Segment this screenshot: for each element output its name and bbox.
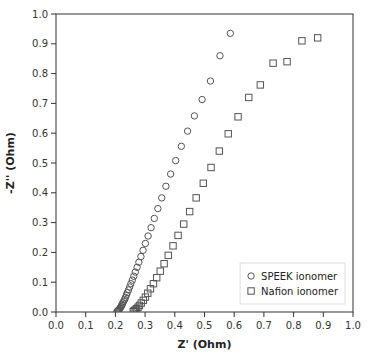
y-tick [51, 222, 56, 223]
x-tick-label: 0.5 [197, 320, 213, 331]
y-tick [51, 73, 56, 74]
point [227, 30, 233, 36]
y-tick-label: 1.0 [32, 9, 48, 20]
point [191, 113, 197, 119]
point [270, 60, 276, 66]
point [284, 58, 290, 64]
y-tick [51, 192, 56, 193]
point [172, 157, 178, 163]
x-tick [85, 312, 86, 317]
y-tick-label: 0.9 [32, 38, 48, 49]
y-tick [51, 103, 56, 104]
x-tick-label: 0.9 [315, 320, 331, 331]
plot-frame [56, 14, 353, 312]
x-axis-label: Z' (Ohm) [178, 338, 232, 351]
point [299, 38, 305, 44]
y-tick-label: 0.8 [32, 68, 48, 79]
y-tick-label: 0.0 [32, 307, 48, 318]
y-axis-label: -Z'' (Ohm) [4, 132, 17, 194]
y-tick-label: 0.1 [32, 277, 48, 288]
point [235, 114, 241, 120]
y-tick [51, 312, 56, 313]
x-tick [115, 312, 116, 317]
x-tick [56, 312, 57, 317]
y-tick [51, 133, 56, 134]
x-tick-label: 0.0 [48, 320, 64, 331]
point [246, 94, 252, 100]
y-tick-label: 0.3 [32, 217, 48, 228]
point [145, 290, 151, 296]
x-tick [204, 312, 205, 317]
x-tick [353, 312, 354, 317]
point [153, 275, 159, 281]
y-tick-label: 0.4 [32, 187, 48, 198]
x-tick [263, 312, 264, 317]
series-0 [114, 30, 234, 312]
point [157, 268, 163, 274]
legend-marker [248, 273, 254, 279]
y-tick [51, 163, 56, 164]
x-tick [293, 312, 294, 317]
point [200, 180, 206, 186]
legend-label: SPEEK ionomer [261, 271, 338, 282]
x-tick-label: 0.4 [167, 320, 183, 331]
point [225, 131, 231, 137]
point [145, 233, 151, 239]
point [140, 247, 146, 253]
point [314, 35, 320, 41]
x-tick [145, 312, 146, 317]
point [129, 277, 135, 283]
point [163, 183, 169, 189]
point [148, 224, 154, 230]
point [181, 221, 187, 227]
y-tick-label: 0.7 [32, 98, 48, 109]
point [138, 253, 144, 259]
x-tick-label: 0.6 [226, 320, 242, 331]
point [142, 240, 148, 246]
x-tick-label: 0.3 [137, 320, 153, 331]
x-tick-label: 0.8 [286, 320, 302, 331]
y-tick [51, 43, 56, 44]
y-tick-label: 0.5 [32, 158, 48, 169]
point [186, 208, 192, 214]
x-tick-label: 0.1 [78, 320, 94, 331]
point [155, 205, 161, 211]
point [142, 294, 148, 300]
point [175, 232, 181, 238]
x-tick-label: 0.2 [107, 320, 123, 331]
point [178, 143, 184, 149]
point [184, 128, 190, 134]
y-tick [51, 252, 56, 253]
point [138, 300, 144, 306]
point [207, 78, 213, 84]
point [170, 243, 176, 249]
point [216, 148, 222, 154]
point [257, 82, 263, 88]
x-tick-label: 1.0 [345, 320, 361, 331]
point [159, 195, 165, 201]
y-tick [51, 282, 56, 283]
y-tick [51, 14, 56, 15]
point [208, 164, 214, 170]
x-tick [234, 312, 235, 317]
x-tick [323, 312, 324, 317]
point [193, 195, 199, 201]
y-tick-label: 0.6 [32, 128, 48, 139]
y-tick-label: 0.2 [32, 247, 48, 258]
point [161, 261, 167, 267]
legend-label: Nafion ionomer [261, 286, 339, 297]
legend: SPEEK ionomer Nafion ionomer [240, 263, 345, 304]
point [199, 96, 205, 102]
legend-box [240, 263, 345, 304]
point [167, 171, 173, 177]
point [165, 252, 171, 258]
x-tick [174, 312, 175, 317]
x-tick-label: 0.7 [256, 320, 272, 331]
point [217, 53, 223, 59]
point [131, 273, 137, 279]
point [151, 215, 157, 221]
chart: 0.0 0.1 0.2 0.3 0.4 0.5 0.6 0.7 0.8 0.9 1.0 0.0 0.1 0… [0, 0, 369, 358]
legend-marker [248, 288, 254, 294]
point [150, 280, 156, 286]
